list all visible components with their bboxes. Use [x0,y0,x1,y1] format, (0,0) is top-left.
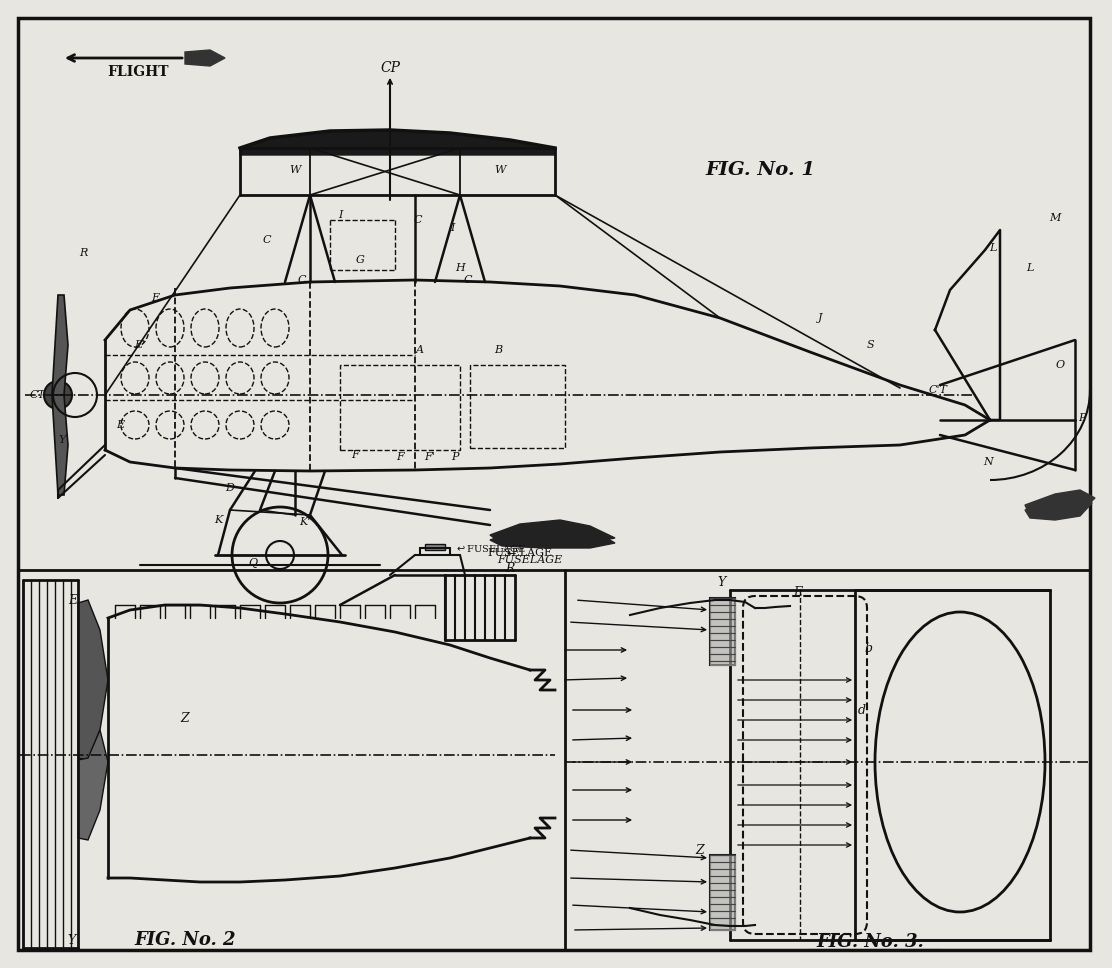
Circle shape [44,381,72,409]
Text: Q: Q [248,558,258,568]
Text: E: E [794,586,803,598]
Text: Y: Y [68,933,76,947]
Text: CP: CP [380,61,400,75]
Text: P: P [451,452,459,462]
Bar [425,544,445,550]
Text: C: C [414,215,423,225]
Polygon shape [78,730,108,840]
Bar [470,365,565,448]
Text: E: E [116,420,125,430]
Text: R: R [79,248,87,258]
Text: $\hookleftarrow$FUSELAGE: $\hookleftarrow$FUSELAGE [455,542,525,554]
Text: Z: Z [696,843,704,857]
Text: B: B [494,345,502,355]
Text: L: L [990,243,996,253]
Text: $\leftarrow$: $\leftarrow$ [504,548,516,558]
Text: FUSELAGE: FUSELAGE [497,555,563,565]
Polygon shape [1025,490,1095,518]
Text: C: C [464,275,473,285]
Text: R: R [505,561,515,574]
Text: F: F [351,450,359,460]
Text: Y: Y [718,576,726,589]
Text: F: F [396,452,404,462]
Text: E: E [151,293,159,303]
Polygon shape [490,524,615,548]
Text: d: d [858,704,866,716]
Text: W: W [289,165,300,175]
Text: b: b [864,642,872,654]
Text: J: J [817,313,822,323]
Text: O: O [1055,360,1064,370]
Text: FLIGHT: FLIGHT [107,65,169,79]
Polygon shape [240,130,555,155]
Polygon shape [490,520,615,543]
Text: Y: Y [58,435,66,445]
Polygon shape [1025,494,1092,520]
Text: K: K [214,515,222,525]
Text: CT: CT [30,390,46,400]
Text: W: W [495,165,506,175]
Polygon shape [709,598,735,665]
Text: FIG. No. 2: FIG. No. 2 [135,931,236,949]
Polygon shape [52,295,68,395]
Text: E': E' [135,340,146,350]
Text: M: M [1050,213,1061,223]
Text: F': F' [425,452,436,462]
Text: L: L [1026,263,1034,273]
Text: N: N [983,457,993,467]
Text: FUSELAGE: FUSELAGE [487,548,553,558]
Bar [709,855,735,930]
Text: D: D [226,483,235,493]
Text: FIG. No. 1: FIG. No. 1 [705,161,815,179]
Bar [709,598,735,665]
Text: C: C [262,235,271,245]
Text: C'T: C'T [929,385,947,395]
Polygon shape [78,600,108,760]
Polygon shape [709,855,735,930]
Text: A: A [416,345,424,355]
Polygon shape [185,50,225,66]
Text: I: I [338,210,342,220]
Text: FIG. No. 3.: FIG. No. 3. [816,933,924,951]
Text: I: I [450,223,454,233]
Text: P: P [1079,413,1085,423]
Text: Z: Z [180,711,189,724]
Text: G: G [356,255,365,265]
Text: C: C [298,275,306,285]
Text: H: H [455,263,465,273]
Bar [340,365,460,450]
Text: S: S [866,340,874,350]
Text: K': K' [299,517,310,527]
Polygon shape [52,395,68,495]
Text: E: E [69,593,78,607]
